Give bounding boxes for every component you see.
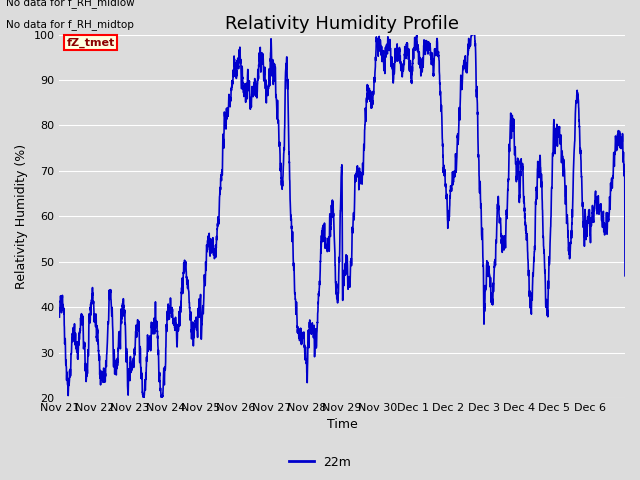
- Title: Relativity Humidity Profile: Relativity Humidity Profile: [225, 15, 460, 33]
- Text: No data for f_RH_midtop: No data for f_RH_midtop: [6, 19, 134, 30]
- Legend: 22m: 22m: [284, 451, 356, 474]
- Y-axis label: Relativity Humidity (%): Relativity Humidity (%): [15, 144, 28, 289]
- Text: No data for f_RH_midlow: No data for f_RH_midlow: [6, 0, 135, 8]
- X-axis label: Time: Time: [327, 419, 358, 432]
- Text: fZ_tmet: fZ_tmet: [67, 37, 115, 48]
